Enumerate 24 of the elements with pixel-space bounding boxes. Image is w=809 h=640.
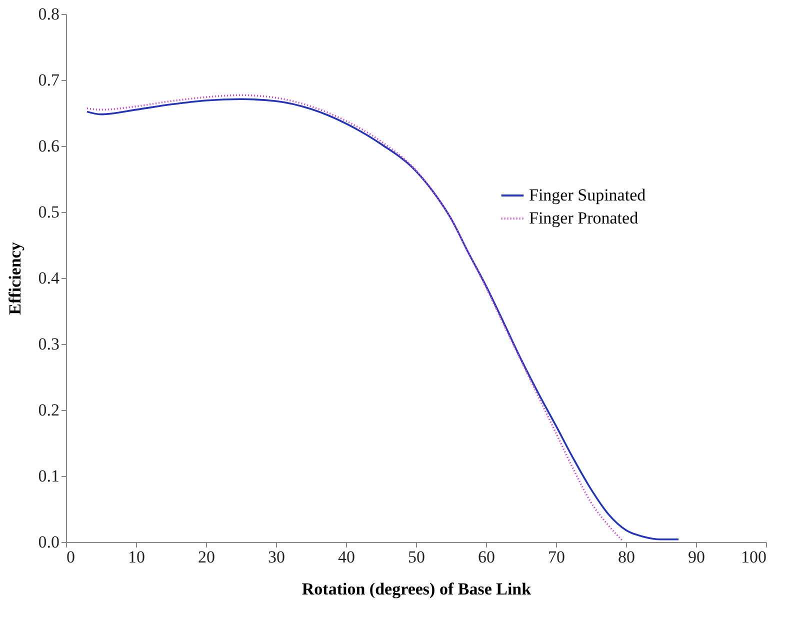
legend-label: Finger Supinated [529, 185, 646, 204]
y-tick-label: 0.8 [38, 4, 60, 24]
y-tick-label: 0.5 [38, 202, 60, 222]
x-tick-label: 100 [741, 548, 766, 566]
x-tick-label: 70 [548, 548, 565, 566]
x-tick-label: 10 [128, 548, 145, 566]
y-axis-title: Efficiency [5, 242, 24, 315]
legend-label: Finger Pronated [529, 208, 639, 228]
y-tick-label: 0.2 [38, 400, 60, 420]
x-tick-label: 40 [338, 548, 355, 566]
x-tick-label: 60 [478, 548, 495, 566]
y-tick-label: 0.3 [38, 334, 60, 354]
x-tick-label: 80 [618, 548, 635, 566]
x-tick-label: 0 [66, 548, 75, 566]
x-tick-label: 50 [408, 548, 425, 566]
x-tick-label: 20 [198, 548, 215, 566]
y-tick-label: 0.7 [38, 70, 60, 90]
y-tick-label: 0.0 [38, 532, 60, 552]
x-axis-title: Rotation (degrees) of Base Link [302, 580, 532, 598]
x-tick-label: 30 [268, 548, 285, 566]
x-tick-label: 90 [688, 548, 705, 566]
y-tick-label: 0.1 [38, 466, 60, 486]
y-tick-label: 0.6 [38, 136, 60, 156]
y-tick-label: 0.4 [38, 268, 60, 288]
